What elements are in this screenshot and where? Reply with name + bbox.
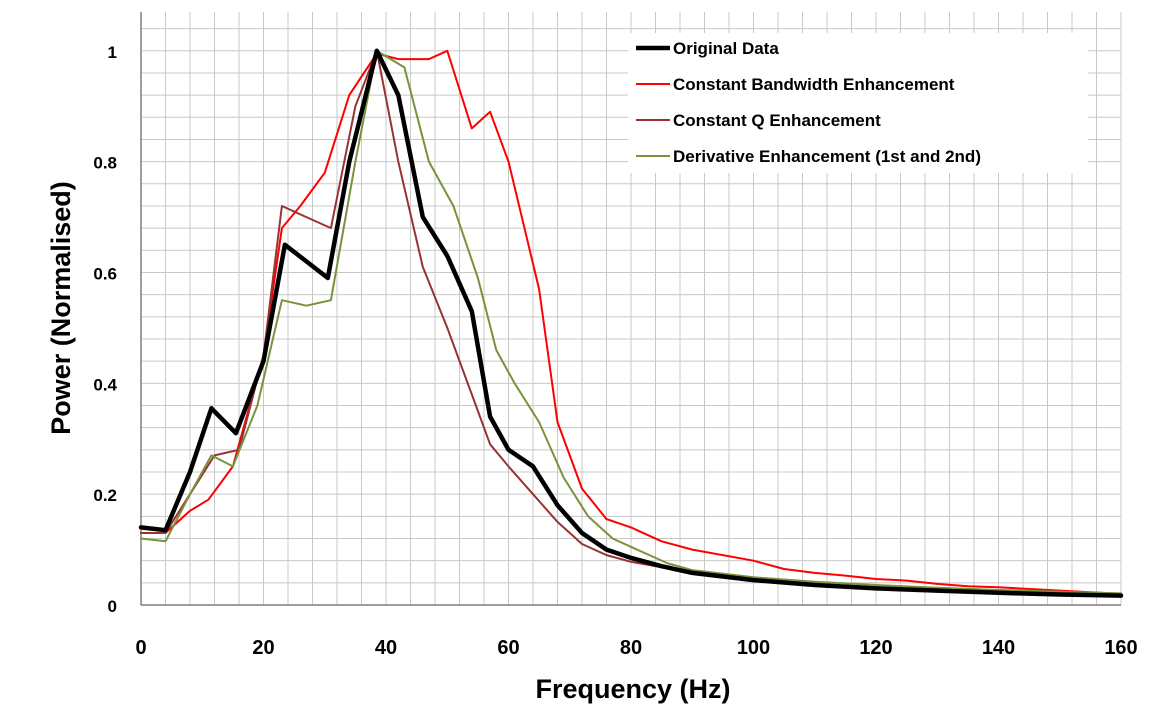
y-tick-labels: 0 0.2 0.4 0.6 0.8 1 [93, 43, 117, 616]
y-tick-label: 0.4 [93, 375, 117, 394]
x-tick-label: 80 [620, 637, 642, 659]
y-tick-label: 0 [108, 597, 117, 616]
axes [140, 12, 1121, 606]
series-lines [138, 48, 1124, 598]
x-tick-label: 0 [135, 637, 146, 659]
series-line [138, 48, 1124, 598]
y-axis-title: Power (Normalised) [46, 181, 76, 435]
x-tick-label: 60 [497, 637, 519, 659]
x-tick-label: 100 [737, 637, 770, 659]
y-tick-label: 0.6 [93, 264, 117, 283]
series-line [140, 49, 1122, 595]
x-axis-title: Frequency (Hz) [535, 674, 730, 704]
legend-label: Original Data [673, 39, 779, 58]
x-tick-label: 120 [859, 637, 892, 659]
legend: Original Data Constant Bandwidth Enhancem… [628, 33, 1088, 173]
y-tick-label: 1 [108, 43, 117, 62]
x-tick-label: 160 [1104, 637, 1137, 659]
y-tick-label: 0.8 [93, 154, 117, 173]
x-tick-label: 140 [982, 637, 1015, 659]
x-tick-labels: 0 20 40 60 80 100 120 140 160 [135, 637, 1137, 659]
legend-label: Derivative Enhancement (1st and 2nd) [673, 147, 981, 166]
x-tick-label: 40 [375, 637, 397, 659]
x-tick-label: 20 [252, 637, 274, 659]
legend-background [628, 33, 1088, 173]
y-tick-label: 0.2 [93, 486, 117, 505]
legend-label: Constant Bandwidth Enhancement [673, 75, 955, 94]
legend-label: Constant Q Enhancement [673, 111, 881, 130]
series-line [140, 49, 1122, 595]
